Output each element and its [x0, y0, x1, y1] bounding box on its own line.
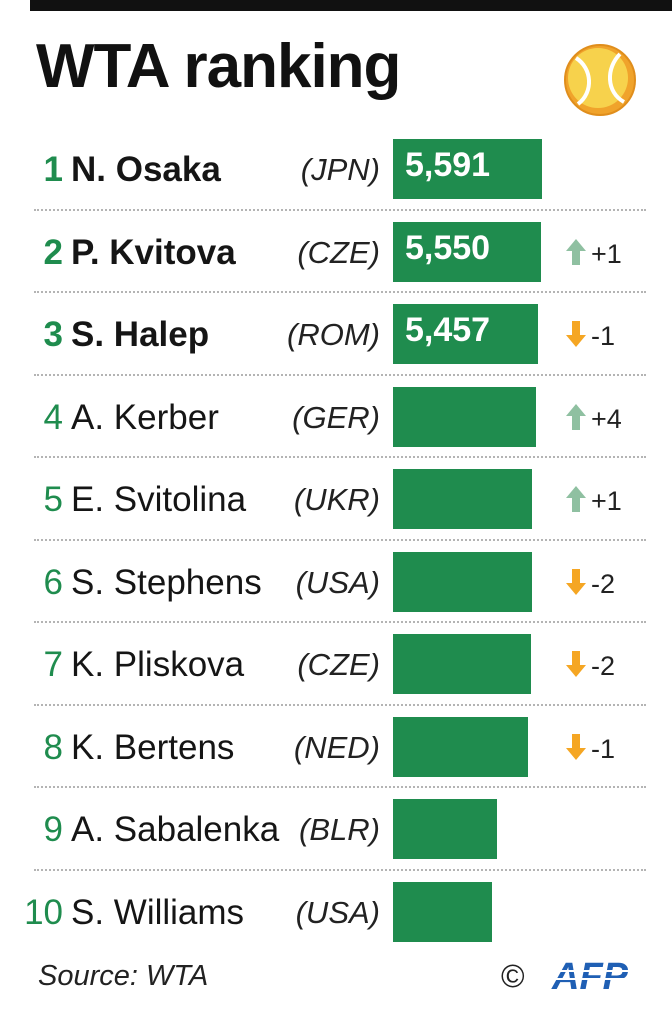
- rank-change: -1: [591, 733, 616, 764]
- points-label: 5,457: [405, 311, 491, 349]
- points-bar: [393, 881, 492, 942]
- points-bar: [393, 716, 528, 777]
- rank-change: -2: [591, 568, 616, 599]
- rank-number: 6: [43, 562, 63, 602]
- arrow-up-icon: [566, 486, 586, 512]
- points-bar: [393, 551, 532, 612]
- arrow-down-icon: [566, 733, 586, 760]
- row-divider: [34, 786, 646, 788]
- points-bar: [393, 799, 497, 859]
- player-country: (USA): [295, 564, 380, 600]
- chart-title: WTA ranking: [36, 32, 401, 101]
- arrow-up-icon: [566, 403, 586, 430]
- rank-change: -1: [591, 321, 616, 351]
- rank-number: 9: [43, 810, 63, 849]
- player-name: A. Kerber: [71, 397, 219, 437]
- rank-number: 8: [43, 727, 63, 767]
- points-bar: [393, 634, 531, 694]
- player-name: A. Sabalenka: [71, 810, 280, 849]
- afp-logo: AFP: [540, 956, 640, 997]
- ranking-row: 6 S. Stephens (USA) -2: [0, 541, 672, 623]
- player-country: (CZE): [297, 234, 380, 270]
- player-name: P. Kvitova: [71, 232, 236, 272]
- afp-logo-text: AFP: [551, 956, 629, 997]
- row-divider: [34, 539, 646, 541]
- ranking-row: 9 A. Sabalenka (BLR): [0, 788, 672, 870]
- rank-change: +4: [591, 403, 622, 434]
- points-bar: 5,457: [393, 304, 538, 364]
- rank-change: +1: [591, 486, 622, 516]
- row-divider: [34, 869, 646, 871]
- rank-number: 10: [24, 892, 63, 932]
- ranking-row: 8 K. Bertens (NED) -1: [0, 706, 672, 788]
- arrow-down-icon: [566, 651, 586, 677]
- points-label: 5,550: [405, 228, 491, 267]
- player-name: S. Williams: [71, 892, 245, 932]
- ranking-row: 10 S. Williams (USA): [0, 871, 672, 953]
- points-bar: [393, 386, 536, 447]
- rank-change: -2: [591, 651, 616, 681]
- source-note: Source: WTA: [38, 960, 209, 992]
- ranking-row: 4 A. Kerber (GER) +4: [0, 376, 672, 458]
- player-name: E. Svitolina: [71, 480, 247, 519]
- player-name: K. Pliskova: [71, 645, 245, 684]
- ranking-row: 1 N. Osaka (JPN) 5,591: [0, 128, 672, 210]
- row-divider: [34, 456, 646, 458]
- ranking-row: 2 P. Kvitova (CZE) 5,550 +1: [0, 211, 672, 293]
- player-country: (GER): [292, 399, 380, 435]
- tennis-ball-icon: [564, 44, 636, 116]
- arrow-down-icon: [566, 321, 586, 347]
- player-name: K. Bertens: [71, 727, 235, 767]
- rank-change: +1: [591, 238, 622, 269]
- arrow-up-icon: [566, 238, 586, 265]
- points-bar: [393, 469, 532, 529]
- player-country: (BLR): [299, 812, 380, 847]
- ranking-row: 7 K. Pliskova (CZE) -2: [0, 623, 672, 705]
- player-country: (JPN): [300, 152, 380, 187]
- ranking-row: 3 S. Halep (ROM) 5,457 -1: [0, 293, 672, 375]
- player-country: (CZE): [297, 647, 380, 682]
- points-bar: 5,591: [393, 139, 542, 199]
- player-name: S. Stephens: [71, 562, 262, 602]
- player-name: S. Halep: [71, 315, 210, 354]
- rank-number: 1: [43, 150, 63, 189]
- row-divider: [34, 209, 646, 211]
- rank-number: 5: [43, 480, 63, 519]
- player-country: (USA): [295, 894, 380, 930]
- copyright-symbol: ©: [501, 958, 525, 994]
- arrow-down-icon: [566, 568, 586, 595]
- ranking-row: 5 E. Svitolina (UKR) +1: [0, 458, 672, 540]
- points-bar: 5,550: [393, 221, 541, 282]
- player-name: N. Osaka: [71, 150, 221, 189]
- row-divider: [34, 621, 646, 623]
- rank-number: 7: [43, 645, 63, 684]
- row-divider: [34, 291, 646, 293]
- top-rule: [30, 0, 672, 11]
- points-label: 5,591: [405, 146, 491, 184]
- rank-number: 2: [43, 232, 63, 272]
- player-country: (NED): [293, 729, 380, 765]
- player-country: (ROM): [287, 317, 380, 352]
- rank-number: 4: [43, 397, 63, 437]
- row-divider: [34, 704, 646, 706]
- player-country: (UKR): [293, 482, 380, 517]
- rank-number: 3: [43, 315, 63, 354]
- row-divider: [34, 374, 646, 376]
